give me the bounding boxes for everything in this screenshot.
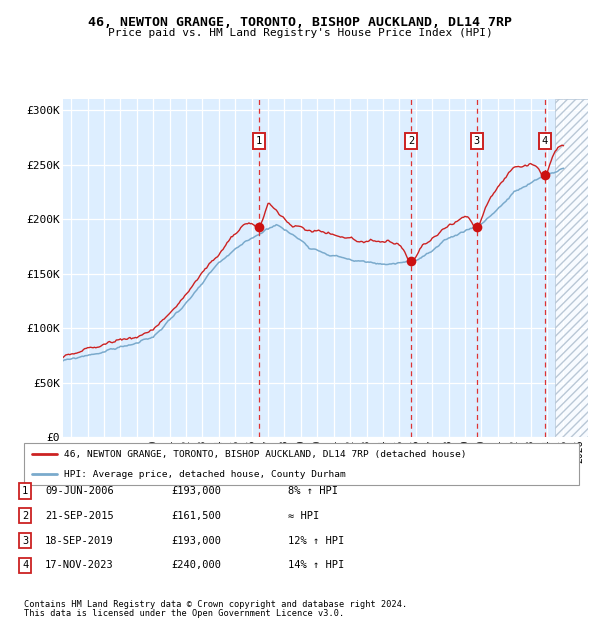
Text: 2: 2 xyxy=(22,511,28,521)
Text: 1: 1 xyxy=(256,136,262,146)
Bar xyxy=(555,99,588,437)
Text: £193,000: £193,000 xyxy=(171,486,221,496)
Text: Contains HM Land Registry data © Crown copyright and database right 2024.: Contains HM Land Registry data © Crown c… xyxy=(24,600,407,609)
Text: 17-NOV-2023: 17-NOV-2023 xyxy=(45,560,114,570)
Text: 12% ↑ HPI: 12% ↑ HPI xyxy=(288,536,344,546)
Text: 3: 3 xyxy=(22,536,28,546)
Text: 4: 4 xyxy=(542,136,548,146)
Text: Price paid vs. HM Land Registry's House Price Index (HPI): Price paid vs. HM Land Registry's House … xyxy=(107,28,493,38)
Text: 09-JUN-2006: 09-JUN-2006 xyxy=(45,486,114,496)
Text: 8% ↑ HPI: 8% ↑ HPI xyxy=(288,486,338,496)
Text: 21-SEP-2015: 21-SEP-2015 xyxy=(45,511,114,521)
Text: 46, NEWTON GRANGE, TORONTO, BISHOP AUCKLAND, DL14 7RP (detached house): 46, NEWTON GRANGE, TORONTO, BISHOP AUCKL… xyxy=(64,450,466,459)
Text: 18-SEP-2019: 18-SEP-2019 xyxy=(45,536,114,546)
Text: ≈ HPI: ≈ HPI xyxy=(288,511,319,521)
Text: 2: 2 xyxy=(408,136,414,146)
FancyBboxPatch shape xyxy=(24,443,579,485)
Text: This data is licensed under the Open Government Licence v3.0.: This data is licensed under the Open Gov… xyxy=(24,608,344,618)
Text: £161,500: £161,500 xyxy=(171,511,221,521)
Text: HPI: Average price, detached house, County Durham: HPI: Average price, detached house, Coun… xyxy=(64,470,346,479)
Text: £193,000: £193,000 xyxy=(171,536,221,546)
Text: 46, NEWTON GRANGE, TORONTO, BISHOP AUCKLAND, DL14 7RP: 46, NEWTON GRANGE, TORONTO, BISHOP AUCKL… xyxy=(88,16,512,29)
Text: 3: 3 xyxy=(473,136,480,146)
Text: £240,000: £240,000 xyxy=(171,560,221,570)
Text: 4: 4 xyxy=(22,560,28,570)
Text: 14% ↑ HPI: 14% ↑ HPI xyxy=(288,560,344,570)
Text: 1: 1 xyxy=(22,486,28,496)
